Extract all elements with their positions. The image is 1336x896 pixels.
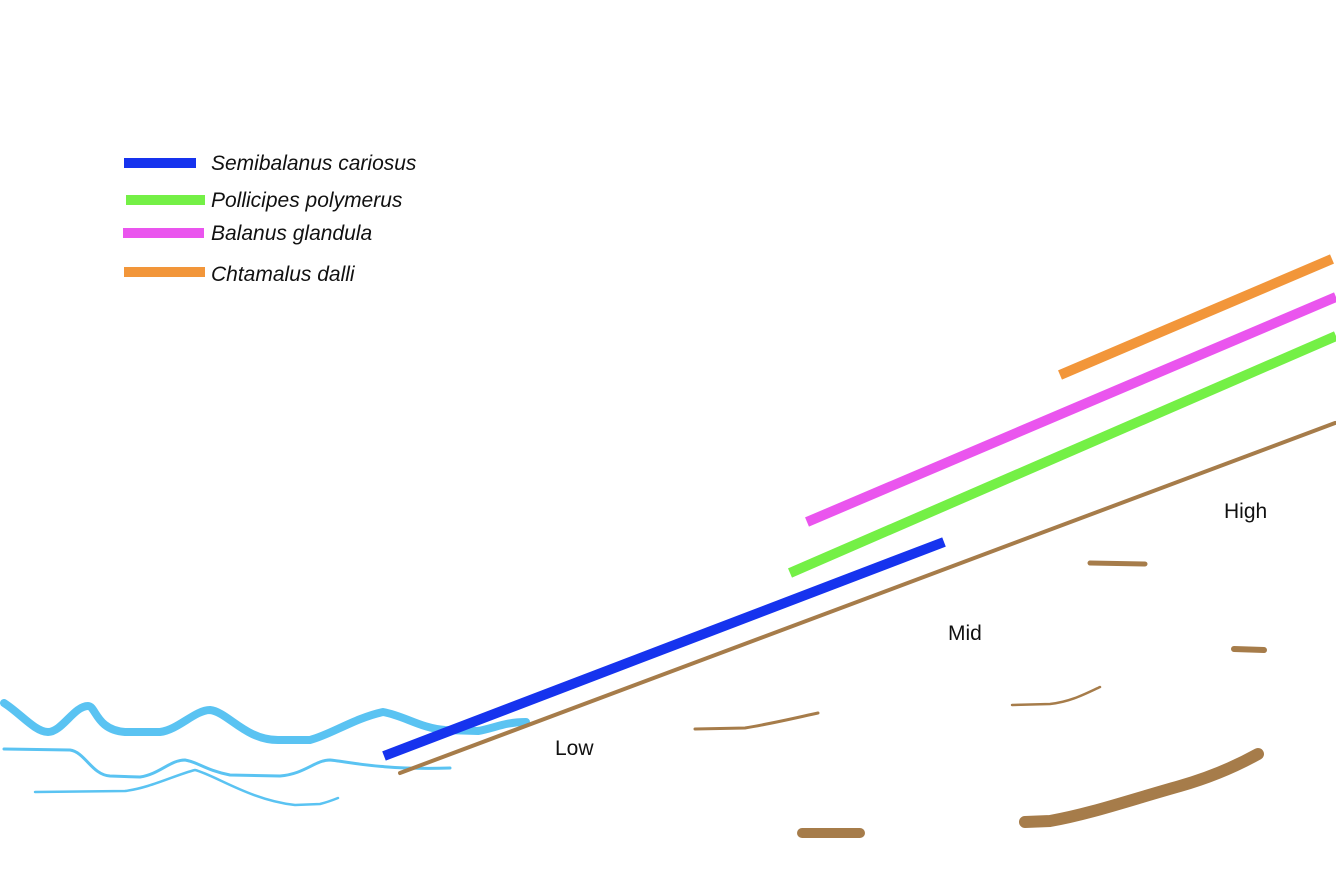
wave-thin-2 [33, 768, 340, 807]
shore [398, 421, 1336, 838]
legend-item-balanus: Balanus glandula [123, 222, 372, 245]
legend-item-chtamalus: Chtamalus dalli [124, 263, 356, 286]
rock-mark-3 [1087, 560, 1148, 567]
legend-item-pollicipes: Pollicipes polymerus [126, 189, 403, 212]
band-semibalanus-cariosus [382, 537, 946, 761]
wave-thin-1 [2, 747, 452, 779]
zone-labels: Low Mid High [555, 500, 1267, 760]
band-pollicipes-polymerus [788, 331, 1336, 578]
shore-slope-line [398, 421, 1336, 775]
rock-mark-1 [693, 711, 820, 731]
legend-label-chtamalus: Chtamalus dalli [211, 263, 356, 286]
zone-label-high: High [1224, 500, 1267, 523]
legend: Semibalanus cariosus Pollicipes polymeru… [123, 152, 417, 286]
band-chtamalus-dalli [1058, 254, 1334, 380]
zone-label-mid: Mid [948, 622, 982, 645]
band-balanus-glandula [805, 292, 1336, 527]
legend-label-pollicipes: Pollicipes polymerus [211, 189, 403, 212]
rock-mark-2 [1010, 685, 1102, 707]
wave-thick [0, 699, 530, 744]
legend-label-balanus: Balanus glandula [211, 222, 372, 245]
rock-mark-6 [1019, 748, 1264, 828]
legend-item-semibalanus: Semibalanus cariosus [124, 152, 417, 175]
water [0, 699, 530, 807]
legend-label-semibalanus: Semibalanus cariosus [211, 152, 417, 175]
zone-label-low: Low [555, 737, 594, 760]
species-bands [382, 254, 1336, 761]
rock-mark-4 [1231, 646, 1267, 653]
